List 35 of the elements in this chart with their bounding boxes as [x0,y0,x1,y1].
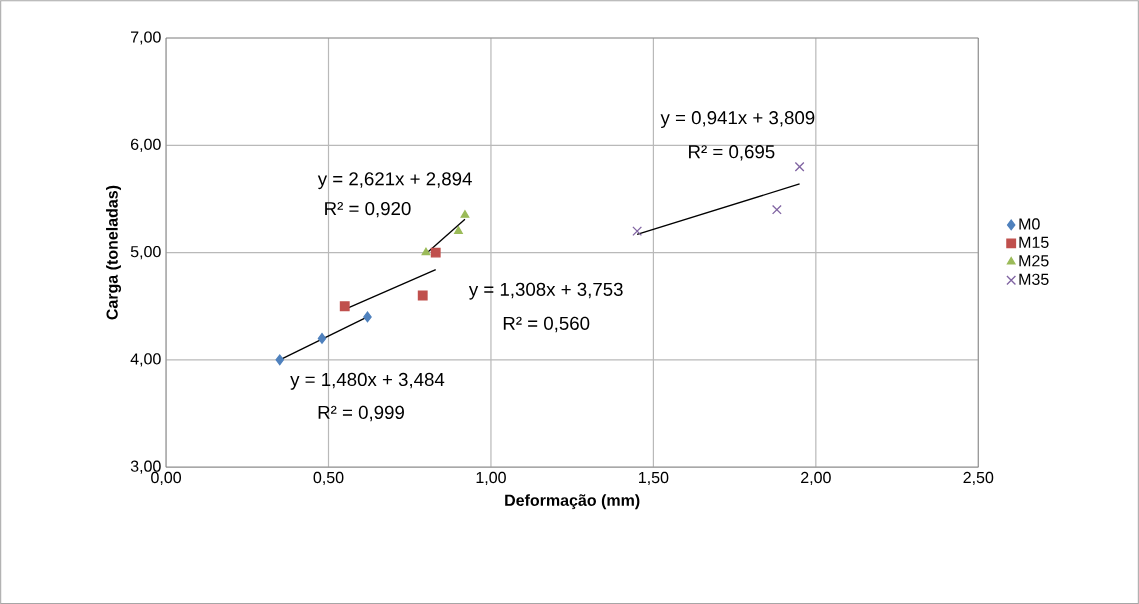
y-tick-label: 4,00 [130,353,161,367]
legend-label: M35 [1019,273,1049,285]
point [430,247,441,258]
x-tick-label: 0,50 [313,471,344,485]
point [363,311,372,323]
legend-label: M15 [1019,236,1049,248]
point [794,161,805,172]
y-tick-label: 6,00 [131,138,161,152]
x-tick-label: 2,50 [963,471,994,485]
annotation: y = 1,480x + 3,484 [290,372,445,390]
point [339,301,350,312]
annotation: y = 2,621x + 2,894 [317,172,472,190]
annotation: R² = 0,560 [503,316,590,333]
point [421,247,431,256]
annotation: y = 0,941x + 3,809 [660,110,815,128]
legend-label: M0 [1019,218,1040,230]
point [771,204,782,215]
annotation: R² = 0,695 [689,144,775,161]
legend-label: M25 [1019,255,1049,267]
x-tick-label: 1,50 [639,471,669,485]
annotation: R² = 0,920 [325,201,411,218]
point [317,332,327,344]
point [460,210,470,218]
x-tick-label: 2,00 [801,471,831,485]
point [454,226,463,234]
x-tick-label: 1,00 [476,471,506,485]
annotation: y = 1,308x + 3,753 [468,282,623,300]
y-axis-title: Carga (toneladas) [106,185,122,320]
y-tick-label: 5,00 [130,245,161,260]
annotation: R² = 0,999 [318,405,404,422]
point [275,354,285,366]
point [632,226,643,236]
y-tick-label: 7,00 [131,31,161,45]
x-axis-title: Deformação (mm) [505,494,640,510]
point [417,290,428,301]
